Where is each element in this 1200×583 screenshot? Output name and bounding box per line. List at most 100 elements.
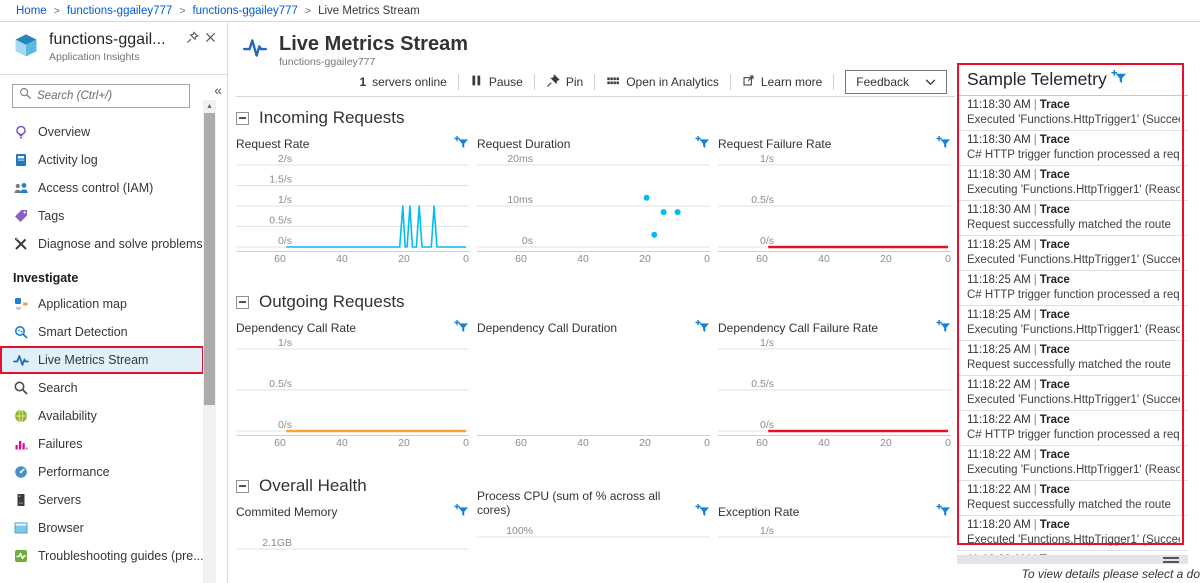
sidebar-item-label: Diagnose and solve problems [38,237,203,251]
filter-icon[interactable] [935,319,951,336]
telemetry-entry[interactable]: 11:18:22 AM | Trace Executing 'Functions.Ht… [957,446,1188,481]
telemetry-entry[interactable]: 11:18:30 AM | Trace Request successfully ma… [957,201,1188,236]
close-blade-icon[interactable] [201,31,219,49]
telemetry-entry-message: Request successfully matched the route [967,219,1171,231]
chart-title: Request Rate [236,137,310,151]
learn-more-button[interactable]: Learn more [742,74,822,90]
svg-text:1/s: 1/s [278,194,292,206]
collapse-sidebar-icon[interactable]: « [214,82,222,98]
chart-title: Request Duration [477,137,571,151]
external-link-icon [742,74,755,90]
open-in-analytics-button[interactable]: Open in Analytics [606,74,719,91]
section-title: Overall Health [259,476,367,495]
telemetry-entry[interactable]: 11:18:30 AM | Trace Executing 'Functions.Ht… [957,166,1188,201]
application-insights-cube-icon [12,32,40,60]
scrollbar-up-arrow-icon[interactable]: ▲ [206,103,213,110]
sidebar-item-availability[interactable]: Availability [0,402,204,430]
x-tick-label: 40 [336,437,348,449]
svg-text:0.5/s: 0.5/s [751,194,774,206]
filter-icon[interactable] [694,319,710,336]
sidebar-item-troubleshooting-guides-pre[interactable]: Troubleshooting guides (pre... [0,542,204,570]
x-tick-label: 20 [639,253,651,265]
sidebar-item-search[interactable]: Search [0,374,204,402]
search-icon [13,380,29,396]
breadcrumb-link[interactable]: Home [16,4,47,17]
filter-icon[interactable] [935,135,951,152]
scrollbar-thumb[interactable] [204,113,215,405]
sidebar-item-live-metrics-stream[interactable]: Live Metrics Stream [0,346,204,374]
sidebar-item-failures[interactable]: Failures [0,430,204,458]
telemetry-entry[interactable]: 11:18:22 AM | Trace Request successfully ma… [957,481,1188,516]
sidebar-item-label: Failures [38,437,83,451]
x-tick-label: 20 [639,437,651,449]
pause-button[interactable]: Pause [470,74,523,90]
chart-plot: 1/s [718,523,951,583]
sidebar-item-label: Smart Detection [38,325,128,339]
chart-x-axis: 60 40 20 0 [477,437,710,450]
filter-icon[interactable] [453,135,469,152]
access-control-icon [13,180,29,196]
filter-icon[interactable] [453,503,469,520]
sidebar-item-overview[interactable]: Overview [0,118,204,146]
telemetry-entry-time: 11:18:25 AM | Trace [967,274,1070,286]
sidebar-item-label: Overview [38,125,91,139]
telemetry-entry[interactable]: 11:18:22 AM | Trace Executed 'Functions.Htt… [957,376,1188,411]
sidebar-item-servers[interactable]: Servers [0,486,204,514]
filter-icon[interactable] [1110,68,1127,89]
svg-text:0.5/s: 0.5/s [751,378,774,390]
sidebar-item-tags[interactable]: Tags [0,202,204,230]
telemetry-footer-note: To view details please select a do [1021,567,1200,581]
pin-blade-icon[interactable] [183,30,201,50]
filter-icon[interactable] [694,135,710,152]
breadcrumb-link[interactable]: functions-ggailey777 [192,4,298,17]
sidebar-search-input[interactable] [37,90,183,102]
sidebar-item-label: Access control (IAM) [38,181,154,195]
chart-x-axis: 60 40 20 0 [477,253,710,266]
chart-exception-rate: Exception Rate 1/s [718,503,951,583]
filter-icon[interactable] [935,503,951,520]
telemetry-entry[interactable]: 11:18:25 AM | Trace C# HTTP trigger functio… [957,271,1188,306]
telemetry-entry[interactable]: 11:18:25 AM | Trace Executing 'Functions.Ht… [957,306,1188,341]
telemetry-entry[interactable]: 11:18:25 AM | Trace Executed 'Functions.Htt… [957,236,1188,271]
search-icon [19,87,32,105]
sidebar-section-monitoring: Monitoring [0,570,204,583]
telemetry-entry[interactable]: 11:18:30 AM | Trace Executed 'Functions.Htt… [957,96,1188,131]
telemetry-entry-message: Executed 'Functions.HttpTrigger1' (Succe… [967,394,1180,406]
sidebar-item-browser[interactable]: Browser [0,514,204,542]
pin-button[interactable]: Pin [546,73,583,91]
telemetry-entry-message: Executed 'Functions.HttpTrigger1' (Succe… [967,254,1180,266]
breadcrumb-link[interactable]: functions-ggailey777 [66,4,173,17]
live-metrics-icon [13,352,29,368]
filter-icon[interactable] [453,319,469,336]
telemetry-entry-message: Executing 'Functions.HttpTrigger1' (Reas… [967,184,1180,196]
telemetry-entry[interactable]: 11:18:30 AM | Trace C# HTTP trigger functio… [957,131,1188,166]
sidebar-item-application-map[interactable]: Application map [0,290,204,318]
telemetry-entry[interactable]: 11:18:20 AM | Trace Executed 'Functions.Htt… [957,516,1188,551]
telemetry-entry[interactable]: 11:18:20 AM|Trace [957,551,1188,555]
telemetry-entry-message: Executing 'Functions.HttpTrigger1' (Reas… [967,324,1180,336]
svg-text:1/s: 1/s [760,525,774,537]
sidebar-item-performance[interactable]: Performance [0,458,204,486]
sidebar-scrollbar[interactable]: ▲ [203,100,216,583]
breadcrumb: Home > functions-ggailey777 > functions-ggai… [0,0,1200,22]
collapse-section-icon[interactable] [236,295,249,309]
filter-icon[interactable] [694,503,710,520]
x-tick-label: 60 [515,437,527,449]
sidebar-item-diagnose-and-solve-problems[interactable]: Diagnose and solve problems [0,230,204,258]
chart-plot: 100% [477,523,710,583]
feedback-button[interactable]: Feedback [845,70,947,94]
sidebar-item-access-control-iam[interactable]: Access control (IAM) [0,174,204,202]
x-tick-label: 40 [818,437,830,449]
sidebar-item-activity-log[interactable]: Activity log [0,146,204,174]
chart-request-failure-rate: Request Failure Rate 1/s 0.5/s 0/s 60 40 20 0 [718,135,951,266]
telemetry-entry[interactable]: 11:18:22 AM | Trace C# HTTP trigger functio… [957,411,1188,446]
telemetry-resize-bar[interactable] [957,555,1188,564]
x-tick-label: 40 [336,253,348,265]
sidebar-search-box[interactable] [12,84,190,108]
resize-handle-icon[interactable] [1163,557,1179,565]
telemetry-entry[interactable]: 11:18:25 AM | Trace Request successfully ma… [957,341,1188,376]
servers-icon [13,492,29,508]
collapse-section-icon[interactable] [236,479,249,493]
collapse-section-icon[interactable] [236,111,249,125]
sidebar-item-smart-detection[interactable]: Smart Detection [0,318,204,346]
